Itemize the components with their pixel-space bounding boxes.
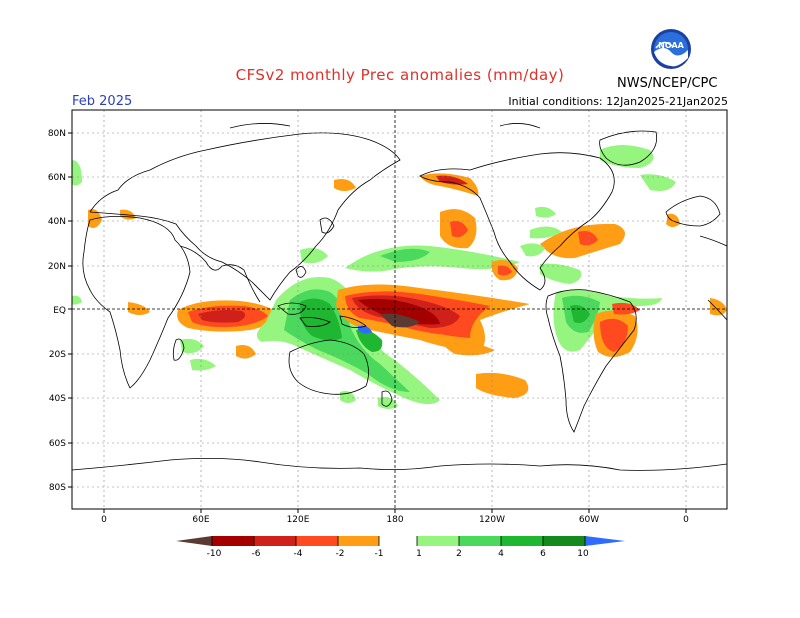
legend-label: 2 [456,549,462,559]
lat-label: 60S [49,439,66,449]
legend-swatch [459,536,501,546]
legend-swatch [296,536,338,546]
lon-label: 0 [683,515,689,525]
legend-label: 10 [577,549,589,559]
legend-swatch [417,536,459,546]
lat-label: 40N [48,217,66,227]
lat-label: 60N [48,173,66,183]
legend-label: -1 [375,549,384,559]
legend-swatch [212,536,254,546]
lon-label: 60W [579,515,599,525]
lat-label: EQ [53,306,66,316]
lon-axis: 0 60E 120E 180 120W 60W 0 [101,515,689,525]
forecast-month: Feb 2025 [72,94,133,109]
legend-swatch [338,536,379,546]
logo-text: NOAA [658,41,684,50]
lon-label: 120W [479,515,505,525]
legend-swatch-above [585,536,625,546]
anomaly-wet-north-pacific [345,245,520,272]
lon-label: 180 [386,515,403,525]
legend-swatch-below [176,536,212,546]
legend-label: -4 [294,549,303,559]
lat-label: 80S [49,483,66,493]
lat-label: 20S [49,350,66,360]
equator-dateline [72,110,727,509]
legend-label: -10 [207,549,222,559]
noaa-logo-icon: NOAA [651,29,691,69]
graticule [72,110,727,509]
lat-label: 80N [48,129,66,139]
legend-label: 4 [498,549,504,559]
agency-label: NWS/NCEP/CPC [617,76,718,91]
lon-label: 120E [287,515,310,525]
color-legend: -10 -6 -4 -2 -1 1 2 4 6 10 [176,536,625,559]
lat-label: 40S [49,394,66,404]
axis-ticks [68,132,687,513]
legend-swatch [543,536,585,546]
legend-swatch [501,536,543,546]
lat-label: 20N [48,262,66,272]
anomaly-field [72,145,727,409]
lon-label: 0 [101,515,107,525]
legend-swatch [254,536,296,546]
legend-label: -2 [336,549,345,559]
map-title: CFSv2 monthly Prec anomalies (mm/day) [235,66,565,84]
legend-label: 6 [540,549,546,559]
legend-swatch-neutral [379,536,417,546]
lon-label: 60E [192,515,209,525]
map-panel [71,109,728,510]
lat-axis: 80N 60N 40N 20N EQ 20S 40S 60S 80S [48,129,66,493]
initial-conditions: Initial conditions: 12Jan2025-21Jan2025 [508,95,728,108]
legend-label: -6 [252,549,261,559]
legend-label: 1 [416,549,422,559]
